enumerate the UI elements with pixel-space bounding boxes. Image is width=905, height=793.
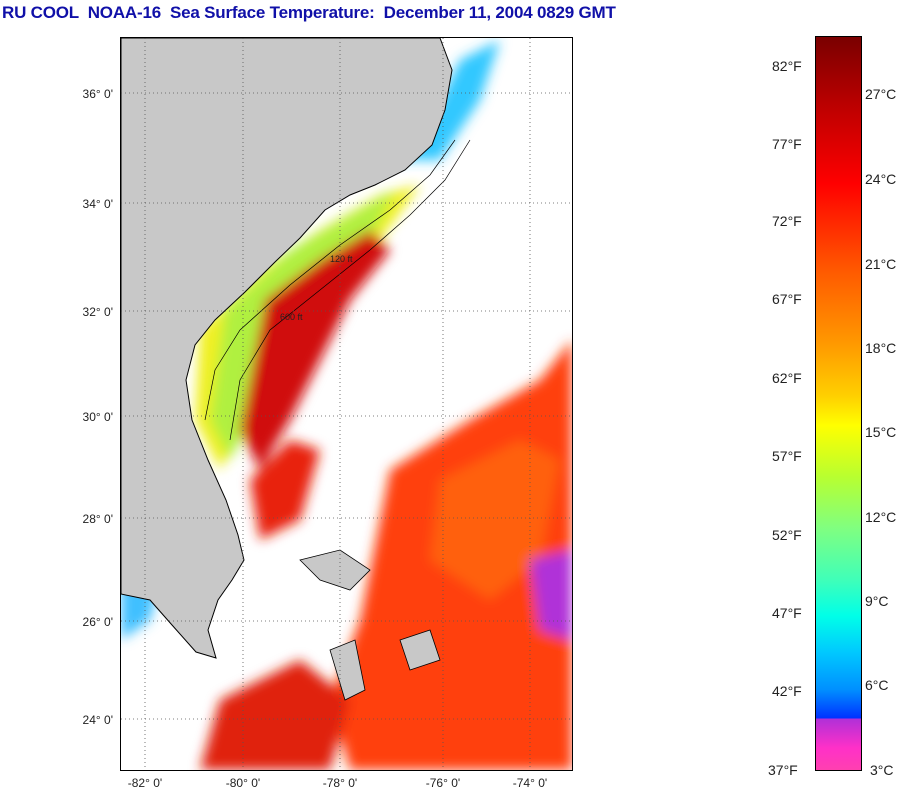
celsius-label: 3°C: [870, 762, 894, 778]
celsius-label: 18°C: [865, 340, 897, 356]
celsius-label: 9°C: [865, 593, 889, 609]
celsius-label: 15°C: [865, 424, 897, 440]
contour-label: 120 ft: [330, 254, 353, 264]
lon-label: -82° 0': [128, 776, 162, 790]
bahamas-islands: [299, 549, 441, 701]
map-frame: [120, 37, 573, 771]
lat-label: 26° 0': [83, 615, 113, 629]
fahrenheit-label: 37°F: [768, 762, 798, 778]
land: [121, 38, 453, 659]
lat-label: 24° 0': [83, 713, 113, 727]
sst-data: [121, 40, 572, 770]
contour-label: 600 ft: [280, 312, 303, 322]
lat-label: 28° 0': [83, 512, 113, 526]
page-title: RU COOL NOAA-16 Sea Surface Temperature:…: [2, 3, 616, 22]
lon-label: -80° 0': [226, 776, 260, 790]
lon-label: -74° 0': [513, 776, 547, 790]
lon-label: -76° 0': [426, 776, 460, 790]
lat-label: 30° 0': [83, 410, 113, 424]
fahrenheit-label: 52°F: [772, 527, 802, 543]
lat-label: 32° 0': [83, 305, 113, 319]
fahrenheit-label: 82°F: [772, 58, 802, 74]
lat-label: 34° 0': [83, 197, 113, 211]
celsius-label: 6°C: [865, 677, 889, 693]
celsius-label: 24°C: [865, 171, 897, 187]
fahrenheit-label: 57°F: [772, 448, 802, 464]
fahrenheit-label: 67°F: [772, 291, 802, 307]
fahrenheit-label: 42°F: [772, 683, 802, 699]
fahrenheit-label: 62°F: [772, 370, 802, 386]
lon-label: -78° 0': [323, 776, 357, 790]
celsius-label: 27°C: [865, 86, 897, 102]
celsius-label: 12°C: [865, 509, 897, 525]
fahrenheit-label: 47°F: [772, 605, 802, 621]
color-scale-bar: [815, 36, 862, 771]
depth-contours: [204, 139, 471, 441]
fahrenheit-label: 72°F: [772, 213, 802, 229]
celsius-label: 21°C: [865, 256, 897, 272]
fahrenheit-label: 77°F: [772, 136, 802, 152]
lat-label: 36° 0': [83, 87, 113, 101]
